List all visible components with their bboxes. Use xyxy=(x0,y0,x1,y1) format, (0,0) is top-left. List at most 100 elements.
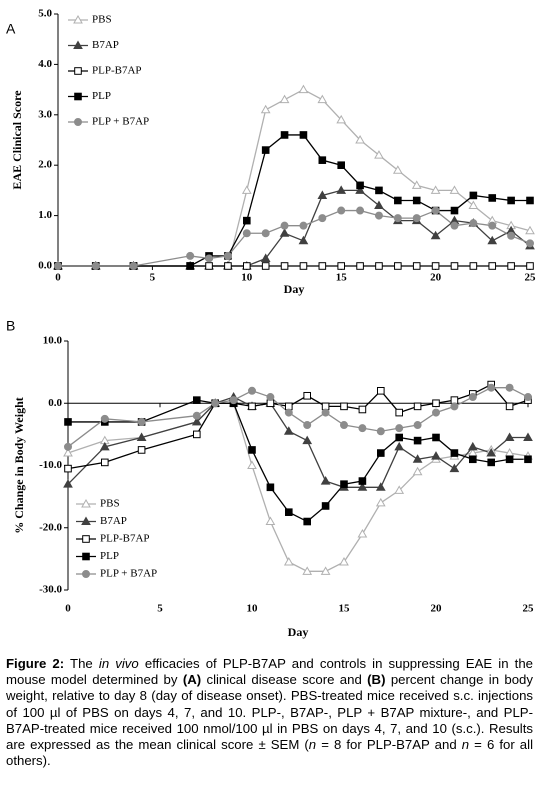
point xyxy=(266,483,275,492)
x-axis-title: Day xyxy=(284,282,305,296)
point xyxy=(193,430,201,439)
point xyxy=(488,194,497,202)
point xyxy=(299,221,308,230)
point xyxy=(505,383,514,392)
point xyxy=(320,476,331,485)
legend-marker xyxy=(82,535,90,543)
point xyxy=(321,502,330,510)
y-axis-title: EAE Clinical Score xyxy=(10,90,24,190)
point xyxy=(355,134,365,144)
point xyxy=(469,455,477,464)
point xyxy=(468,393,477,402)
point xyxy=(242,229,251,238)
point xyxy=(375,186,383,195)
point xyxy=(505,402,514,411)
panel-label: B xyxy=(6,318,15,334)
point xyxy=(430,185,441,194)
point xyxy=(507,231,516,240)
caption-text: = 8 for PLP-B7AP and xyxy=(316,737,462,753)
y-tick-label: -10.0 xyxy=(39,459,62,471)
point xyxy=(302,435,313,445)
point xyxy=(487,383,496,392)
point xyxy=(280,221,289,230)
point xyxy=(412,262,421,270)
caption-text: The xyxy=(64,656,99,671)
point xyxy=(377,387,385,395)
point xyxy=(486,448,497,457)
point xyxy=(302,566,313,575)
point xyxy=(376,427,385,436)
point xyxy=(318,262,327,270)
point xyxy=(358,477,367,485)
caption-text: in vivo xyxy=(98,656,139,671)
point xyxy=(321,408,330,417)
point xyxy=(412,196,421,205)
point xyxy=(91,262,100,270)
x-tick-label: 20 xyxy=(430,272,442,284)
caption-label: Figure 2: xyxy=(6,656,65,671)
point xyxy=(450,206,459,215)
x-tick-label: 20 xyxy=(431,603,443,615)
point xyxy=(318,214,327,223)
point xyxy=(280,262,289,270)
point xyxy=(394,485,405,494)
y-tick-label: 0.0 xyxy=(48,397,62,409)
legend-label: PLP + B7AP xyxy=(100,568,157,580)
point xyxy=(280,131,289,139)
caption-text: clinical disease score and xyxy=(201,672,368,688)
point xyxy=(469,262,478,270)
caption-text: percent change in body weight, relative … xyxy=(6,672,533,753)
point xyxy=(64,464,72,473)
point xyxy=(469,191,478,200)
y-tick-label: 2.0 xyxy=(38,159,52,171)
point xyxy=(356,262,364,270)
point xyxy=(136,432,147,441)
legend-label: PLP-B7AP xyxy=(92,65,142,77)
point xyxy=(430,230,441,240)
legend-marker xyxy=(82,552,90,561)
point xyxy=(487,235,498,245)
point xyxy=(337,161,345,169)
point xyxy=(507,262,515,270)
point xyxy=(279,228,290,237)
point xyxy=(431,206,440,215)
point xyxy=(374,150,384,159)
point xyxy=(261,146,270,154)
x-tick-label: 10 xyxy=(247,603,259,615)
point xyxy=(303,517,311,526)
point xyxy=(394,196,402,205)
legend-marker xyxy=(74,67,82,75)
point xyxy=(487,458,495,467)
x-tick-label: 15 xyxy=(339,603,351,615)
point xyxy=(413,402,422,411)
point xyxy=(357,528,368,538)
point xyxy=(223,251,232,260)
point xyxy=(205,262,213,270)
point xyxy=(413,436,422,445)
point xyxy=(395,408,403,417)
legend-label: PLP xyxy=(92,90,111,102)
point xyxy=(358,405,367,414)
point xyxy=(283,556,294,566)
y-tick-label: 5.0 xyxy=(38,8,52,20)
point xyxy=(318,156,327,164)
point xyxy=(298,84,309,94)
panel-label: A xyxy=(6,21,16,37)
point xyxy=(526,239,534,248)
point xyxy=(507,196,515,205)
series-line xyxy=(67,383,529,470)
caption-text: n xyxy=(461,737,470,753)
legend-marker xyxy=(74,118,82,126)
point xyxy=(488,262,497,270)
point xyxy=(320,566,331,575)
point xyxy=(450,449,459,457)
point xyxy=(63,479,73,488)
point xyxy=(469,219,478,228)
point xyxy=(431,451,441,460)
legend-marker xyxy=(81,498,91,508)
point xyxy=(317,190,328,199)
legend-marker xyxy=(81,516,91,525)
series-line xyxy=(67,402,529,572)
caption-text: n xyxy=(308,737,317,753)
